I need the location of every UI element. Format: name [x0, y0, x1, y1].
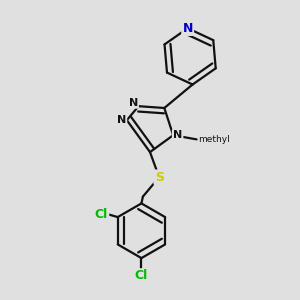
Text: N: N [182, 22, 193, 35]
Text: Cl: Cl [135, 269, 148, 282]
Text: N: N [117, 115, 126, 125]
Text: methyl: methyl [198, 135, 230, 144]
Text: N: N [173, 130, 182, 140]
Text: Cl: Cl [95, 208, 108, 220]
Text: N: N [129, 98, 138, 108]
Text: S: S [154, 171, 164, 184]
